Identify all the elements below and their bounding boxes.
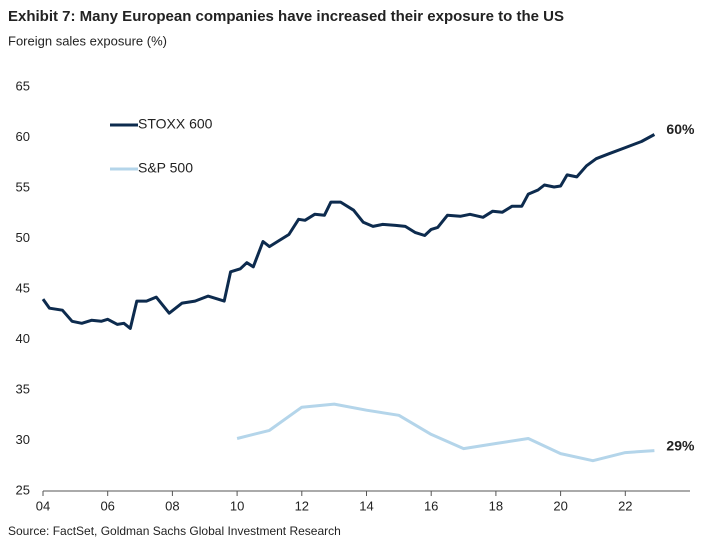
y-tick-label: 35: [16, 381, 30, 396]
y-tick-label: 45: [16, 280, 30, 295]
end-label: 29%: [666, 437, 695, 453]
end-label: 60%: [666, 121, 695, 137]
x-tick-label: 16: [424, 498, 438, 513]
x-tick-label: 18: [489, 498, 503, 513]
legend-label: STOXX 600: [138, 116, 213, 132]
y-tick-label: 55: [16, 179, 30, 194]
x-tick-label: 20: [553, 498, 567, 513]
chart-subtitle: Foreign sales exposure (%): [8, 33, 167, 48]
x-tick-label: 08: [165, 498, 179, 513]
x-tick-label: 06: [100, 498, 114, 513]
x-tick-label: 10: [230, 498, 244, 513]
source-note: Source: FactSet, Goldman Sachs Global In…: [8, 524, 341, 538]
chart-title: Exhibit 7: Many European companies have …: [8, 8, 564, 25]
y-tick-label: 25: [16, 482, 30, 497]
y-tick-label: 60: [16, 129, 30, 144]
y-tick-label: 30: [16, 432, 30, 447]
x-tick-label: 04: [36, 498, 50, 513]
x-tick-label: 12: [295, 498, 309, 513]
y-tick-label: 40: [16, 331, 30, 346]
series-line: [41, 133, 656, 330]
legend-label: S&P 500: [138, 160, 193, 176]
x-tick-label: 14: [359, 498, 373, 513]
series-line: [236, 402, 655, 463]
x-tick-label: 22: [618, 498, 632, 513]
y-tick-label: 50: [16, 230, 30, 245]
y-tick-label: 65: [16, 78, 30, 93]
